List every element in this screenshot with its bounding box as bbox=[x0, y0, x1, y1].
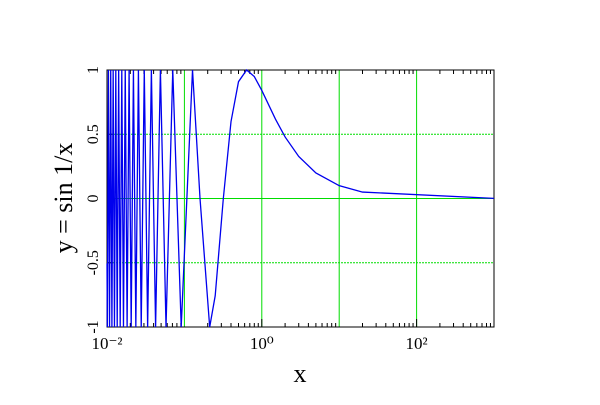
x-tick-label: 10⁻² bbox=[91, 334, 122, 353]
x-axis-label: x bbox=[294, 359, 307, 388]
plot-frame bbox=[106, 69, 495, 328]
x-tick-label: 10² bbox=[406, 334, 428, 353]
y-tick-label: 1 bbox=[85, 66, 102, 74]
y-axis-label: y = sin 1/x bbox=[49, 143, 78, 254]
y-tick-label: 0.5 bbox=[85, 124, 102, 144]
y-tick-label: -0.5 bbox=[85, 250, 102, 275]
y-tick-label: -1 bbox=[85, 320, 102, 333]
x-tick-label: 10⁰ bbox=[250, 334, 274, 353]
line-series bbox=[106, 69, 495, 328]
y-tick-label: 0 bbox=[85, 195, 102, 203]
